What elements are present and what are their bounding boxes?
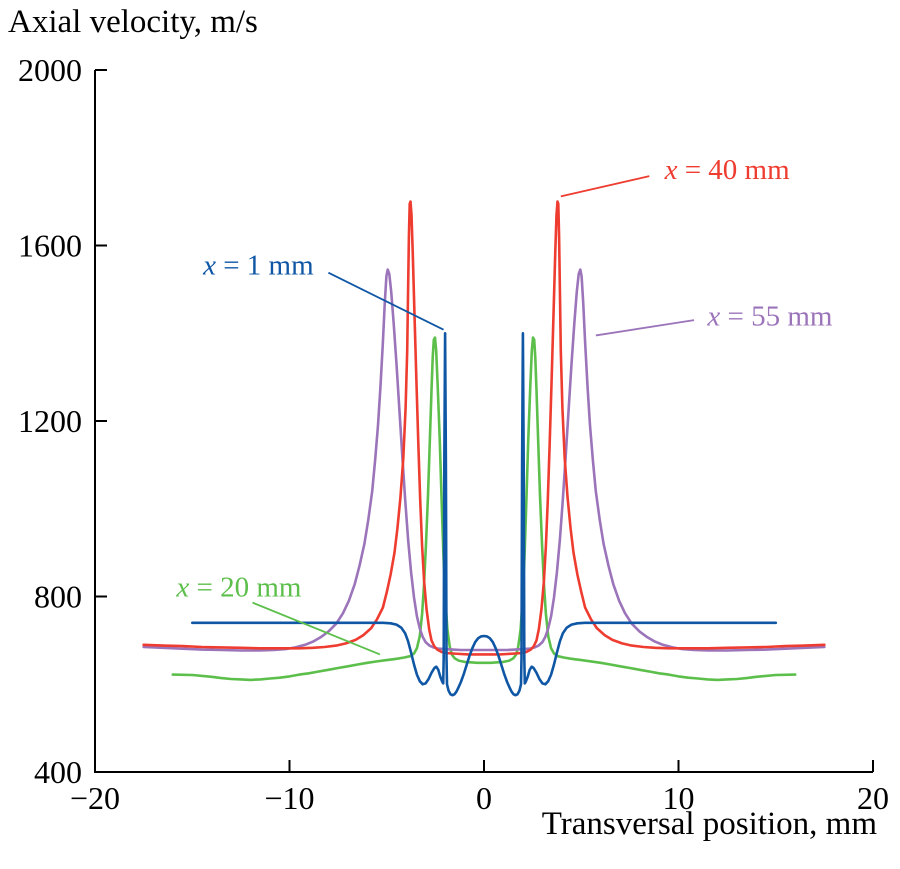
y-axis-title: Axial velocity, m/s — [8, 4, 258, 40]
y-tick-label: 1600 — [18, 228, 82, 264]
series-x20 — [171, 336, 797, 682]
y-tick-label: 400 — [34, 754, 82, 790]
x-tick-label: −10 — [264, 780, 314, 816]
x-tick-label: 0 — [476, 780, 492, 816]
annotation-label-x20: x = 20 mm — [175, 572, 302, 604]
y-tick-label: 800 — [34, 579, 82, 615]
annotation-leader-x55 — [595, 319, 695, 337]
y-tick-label: 1200 — [18, 403, 82, 439]
annotation-leader-x20 — [252, 601, 381, 656]
x-tick-label: 10 — [663, 780, 695, 816]
y-tick-label: 2000 — [18, 52, 82, 88]
x-axis-title: Transversal position, mm — [541, 806, 877, 842]
series-x40 — [142, 200, 826, 656]
x-tick-label: −20 — [70, 780, 120, 816]
series-x55 — [142, 268, 826, 652]
annotation-label-x1: x = 1 mm — [202, 250, 314, 282]
annotation-label-x55: x = 55 mm — [706, 301, 833, 333]
annotation-label-x40: x = 40 mm — [664, 154, 791, 186]
annotation-leader-x1 — [328, 271, 444, 331]
annotation-leader-x40 — [560, 175, 650, 198]
x-tick-label: 20 — [857, 780, 889, 816]
series-x1 — [191, 332, 778, 697]
